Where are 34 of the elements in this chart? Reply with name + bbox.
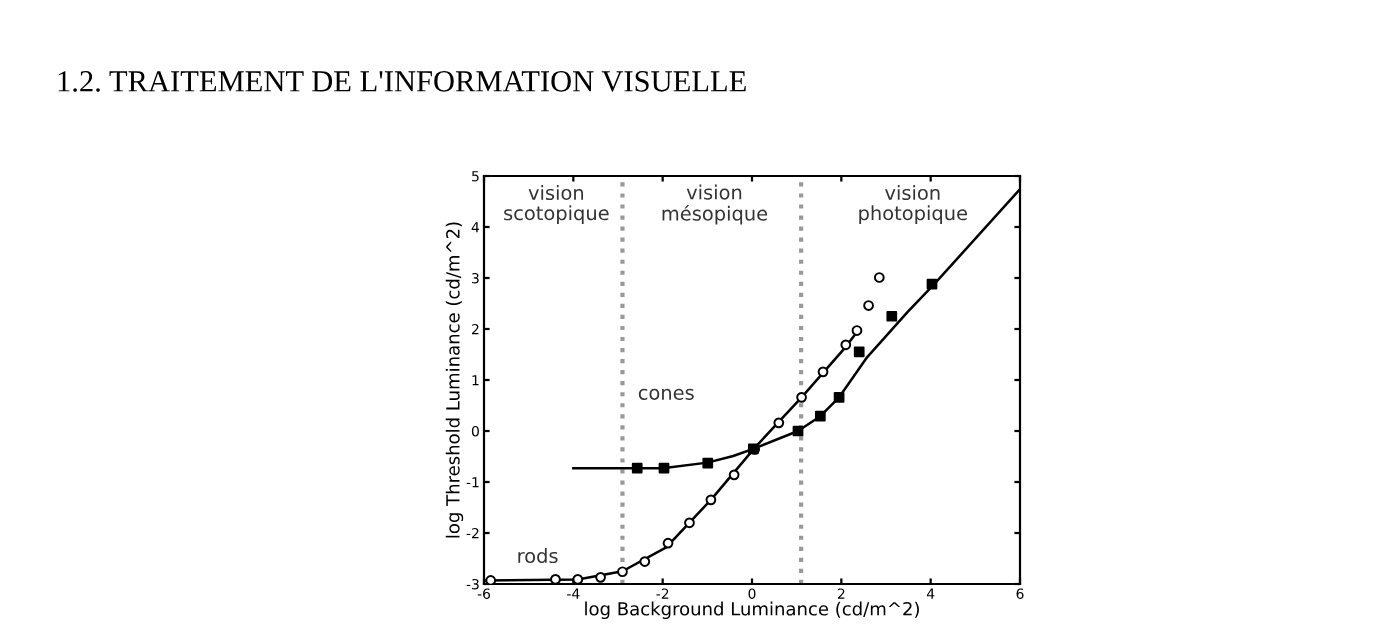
x-axis-title: log Background Luminance (cd/m^2) [585, 601, 919, 620]
annotation: vision photopique [859, 185, 967, 225]
point [873, 272, 885, 283]
point [814, 410, 826, 422]
point [792, 425, 804, 437]
point [926, 278, 938, 290]
annotation: vision mésopique [662, 184, 768, 225]
point [572, 574, 584, 584]
point [705, 494, 717, 506]
annotation: rods [518, 548, 558, 564]
annotation: cones [638, 388, 694, 400]
point [851, 325, 863, 336]
point [796, 391, 807, 403]
point [662, 537, 674, 549]
point [595, 572, 606, 583]
point [817, 366, 829, 378]
point [863, 300, 874, 311]
point [886, 310, 898, 322]
chart-title: 1.2. TRAITEMENT DE L'INFORMATION VISUELLE [58, 71, 746, 92]
point [853, 346, 865, 358]
point [658, 462, 670, 474]
y-axis-title: log Threshold Luminance (cd/m^2) [445, 222, 464, 538]
point [728, 469, 740, 481]
annotation: vision scotopique [504, 185, 609, 225]
point [833, 391, 845, 403]
point [684, 517, 695, 529]
point [773, 417, 785, 429]
point [631, 462, 643, 474]
point [617, 566, 628, 578]
point [485, 575, 497, 584]
point [840, 339, 852, 351]
point [702, 457, 714, 469]
point [639, 556, 651, 567]
point [550, 574, 561, 584]
